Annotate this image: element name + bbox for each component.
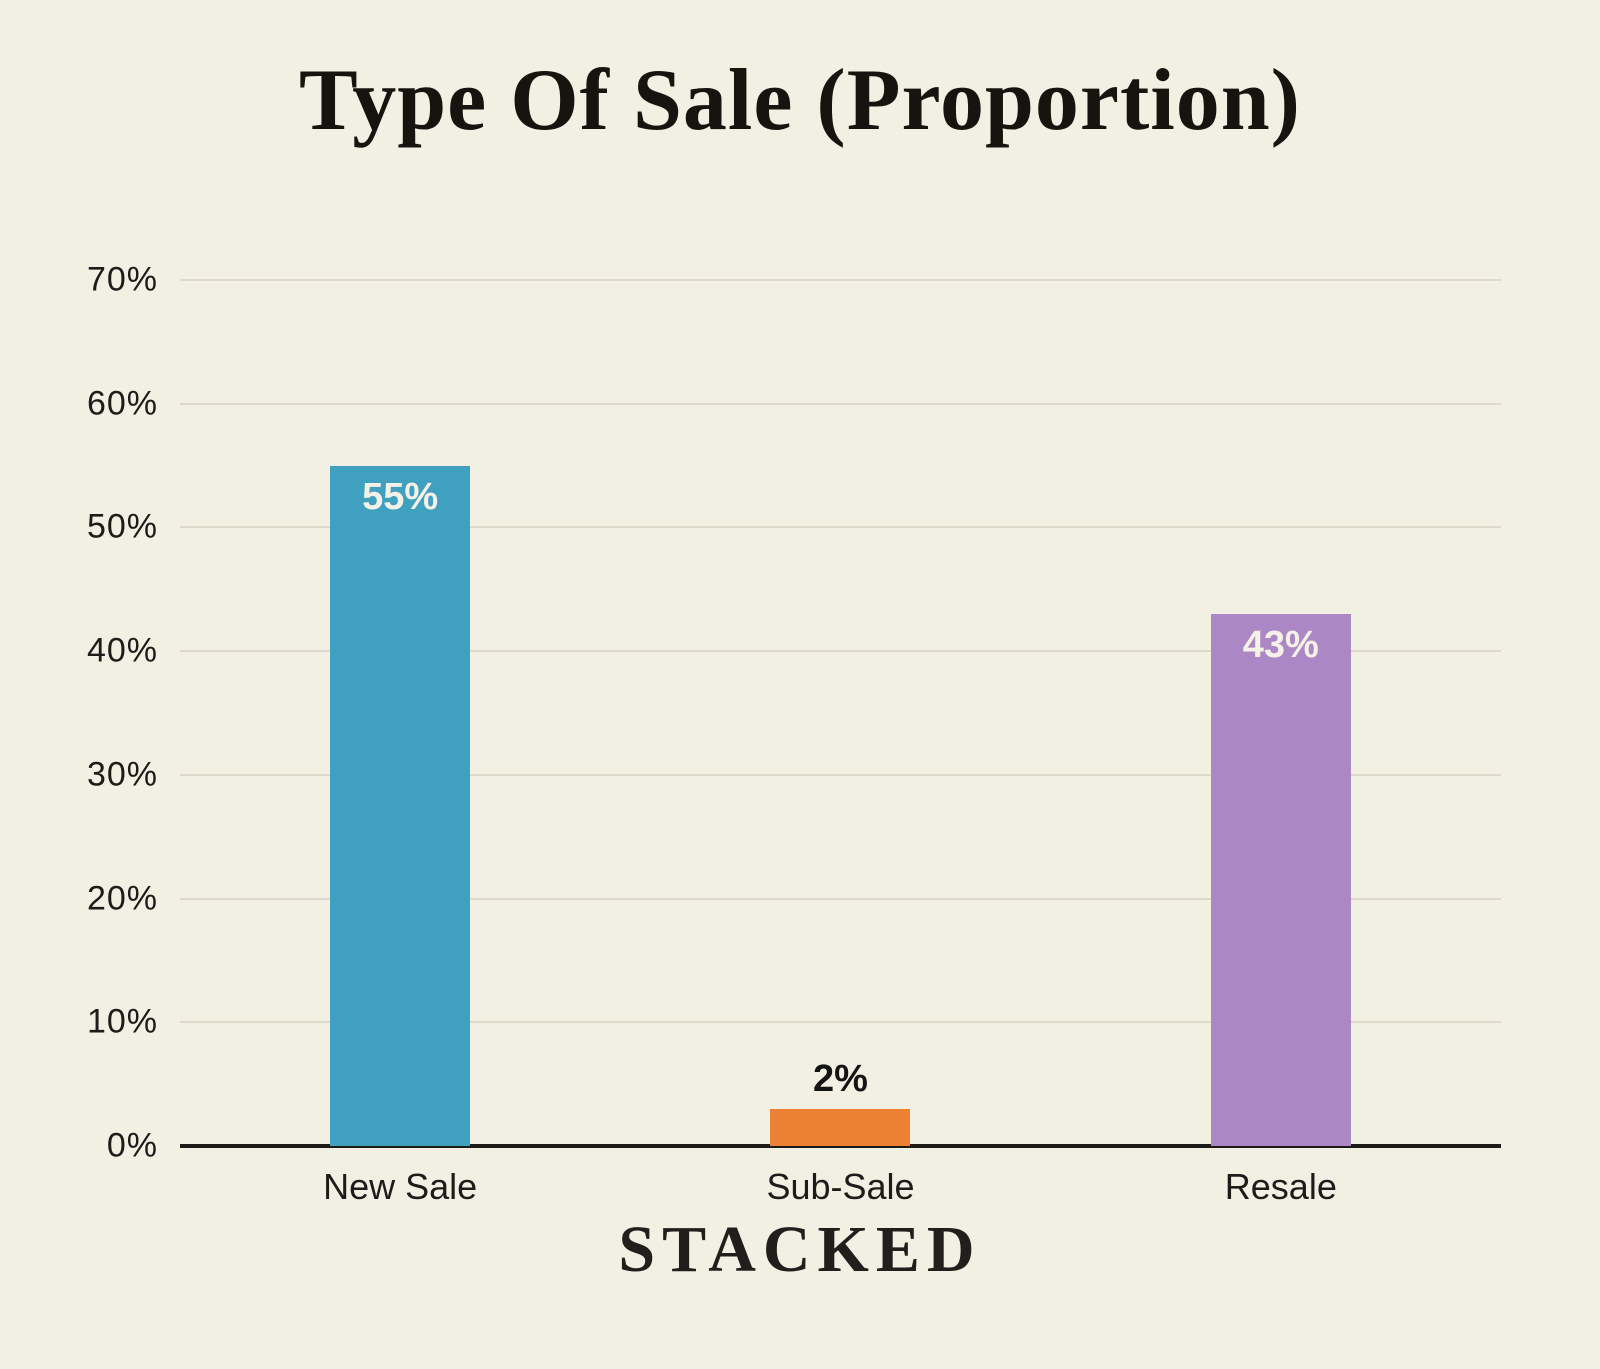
gridline	[180, 1021, 1501, 1024]
y-axis-tick-label: 10%	[86, 1002, 158, 1041]
y-axis-tick-label: 70%	[86, 260, 158, 299]
category-slot: 43% Resale	[1061, 280, 1501, 1207]
bar-value-label: 55%	[362, 475, 439, 518]
y-axis-tick-label: 40%	[86, 631, 158, 670]
category-slot: 2% Sub-Sale	[620, 280, 1060, 1207]
bar-resale: 43%	[1210, 614, 1351, 1146]
brand-wordmark: STACKED	[618, 1213, 982, 1286]
x-axis-category-label: New Sale	[323, 1166, 478, 1207]
gridline	[180, 650, 1501, 653]
bar-sub-sale	[770, 1108, 911, 1146]
gridline	[180, 773, 1501, 776]
chart-title: Type Of Sale (Proportion)	[299, 52, 1301, 149]
y-axis-tick-label: 30%	[86, 755, 158, 794]
category-slot: 55% New Sale	[180, 280, 620, 1207]
y-axis-tick-label: 0%	[106, 1126, 158, 1165]
x-axis-category-label: Sub-Sale	[766, 1166, 915, 1207]
y-axis-tick-label: 20%	[86, 879, 158, 918]
bar-new-sale: 55%	[330, 465, 471, 1146]
x-axis-line	[180, 1144, 1501, 1148]
bar-value-label: 43%	[1242, 624, 1319, 667]
y-axis-tick-label: 60%	[86, 384, 158, 423]
x-axis-category-label: Resale	[1224, 1166, 1337, 1207]
plot-area: 0% 10% 20% 30% 40% 50% 60% 70% 55% New Sale 2% Sub-…	[87, 261, 1501, 1207]
gridline	[180, 526, 1501, 529]
gridline	[180, 402, 1501, 405]
gridline	[180, 279, 1501, 281]
gridline	[180, 897, 1501, 900]
bar-value-label: 2%	[813, 1057, 868, 1100]
y-axis-tick-label: 50%	[86, 507, 158, 546]
